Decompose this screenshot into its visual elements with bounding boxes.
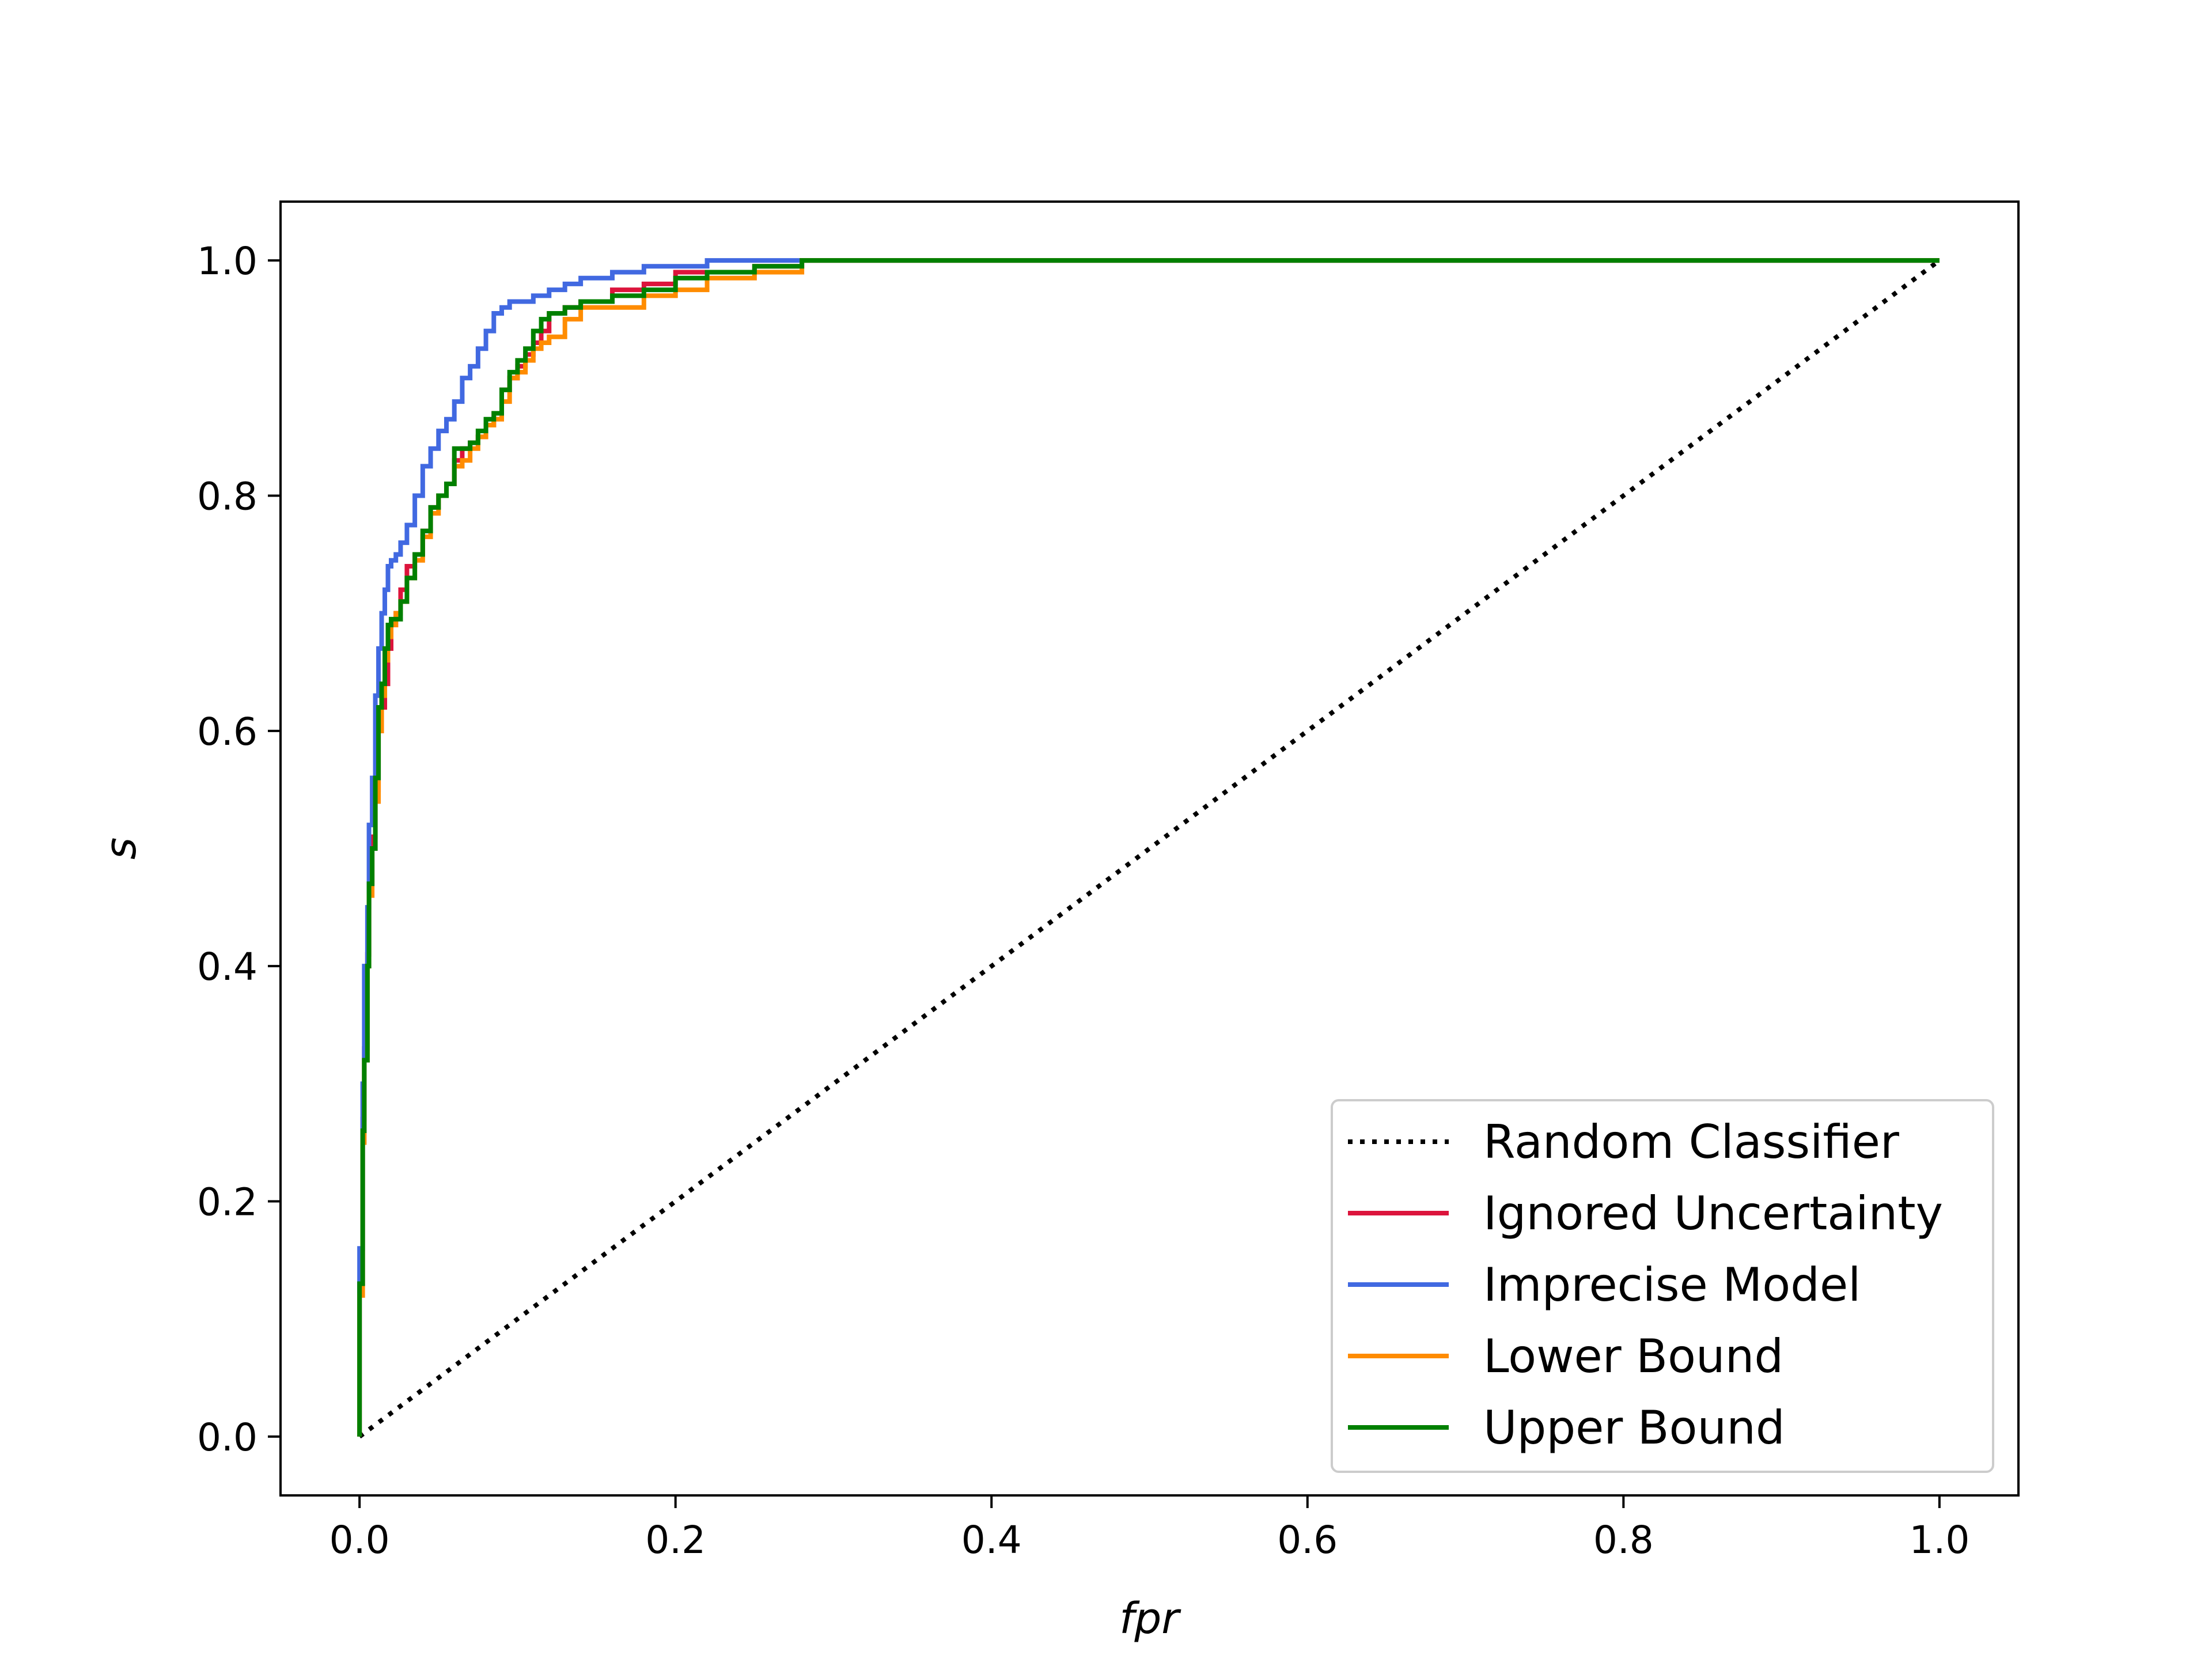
y-axis-ticks: 0.0 0.2 0.4 0.6 0.8 1.0	[197, 239, 281, 1460]
x-tick-label: 0.2	[645, 1518, 706, 1562]
legend-label-lower-bound: Lower Bound	[1483, 1330, 1783, 1383]
legend-entries: Random Classifier Ignored Uncertainty Impr…	[1348, 1115, 1943, 1455]
legend-label-ignored-uncertainty: Ignored Uncertainty	[1483, 1187, 1943, 1240]
legend-label-random-classifier: Random Classifier	[1483, 1115, 1899, 1169]
series-line-random-classifier	[358, 258, 1941, 1439]
legend-label-upper-bound: Upper Bound	[1483, 1401, 1785, 1455]
x-tick-label: 0.8	[1593, 1518, 1654, 1562]
x-tick-label: 0.6	[1277, 1518, 1338, 1562]
series-lines	[357, 258, 1941, 1439]
y-axis-label: s	[96, 838, 146, 860]
y-tick-label: 0.4	[197, 945, 257, 989]
plot-area	[279, 200, 2020, 1497]
x-tick-label: 0.4	[961, 1518, 1022, 1562]
y-tick-label: 0.8	[197, 474, 257, 518]
series-line-upper-bound	[357, 258, 1940, 1437]
legend: Random Classifier Ignored Uncertainty Impr…	[1331, 1099, 1994, 1473]
x-tick-label: 0.0	[329, 1518, 390, 1562]
legend-label-imprecise-model: Imprecise Model	[1483, 1258, 1861, 1312]
y-tick-label: 0.6	[197, 710, 257, 754]
legend-box	[1331, 1099, 1994, 1473]
x-tick-label: 1.0	[1909, 1518, 1969, 1562]
y-tick-label: 1.0	[197, 239, 257, 283]
y-tick-label: 0.2	[197, 1180, 257, 1225]
x-axis-ticks: 0.0 0.2 0.4 0.6 0.8 1.0	[329, 1495, 1969, 1562]
y-tick-label: 0.0	[197, 1415, 257, 1460]
axes-frame	[279, 200, 2020, 1497]
series-line-imprecise-model	[357, 258, 1940, 1437]
x-axis-label: fpr	[1119, 1594, 1181, 1643]
